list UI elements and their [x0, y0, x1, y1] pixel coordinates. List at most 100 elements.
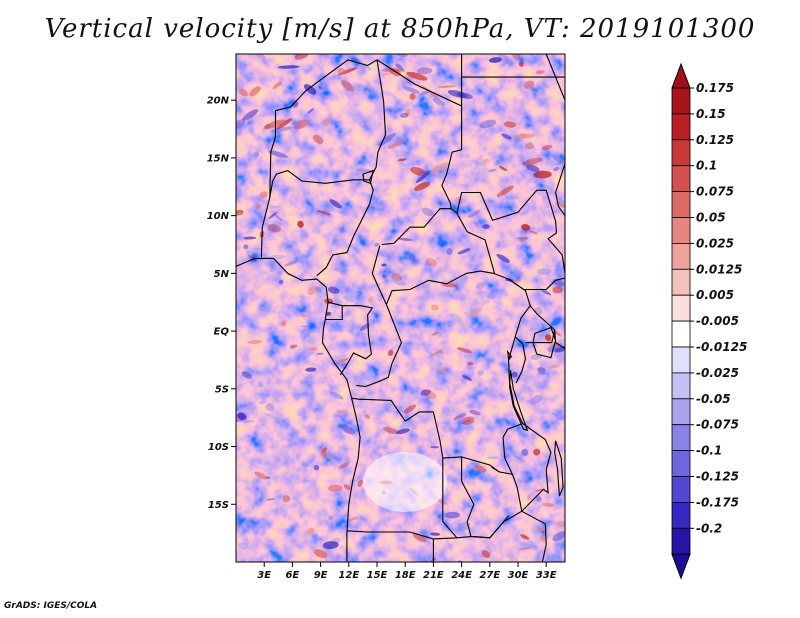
descent-feature: [488, 57, 502, 63]
descent-feature: [313, 464, 320, 471]
ascent-feature: [328, 484, 343, 492]
ascent-feature: [247, 339, 263, 345]
ascent-feature: [263, 119, 286, 130]
descent-feature: [317, 94, 329, 100]
ascent-feature: [535, 70, 545, 74]
ascent-feature: [256, 203, 262, 210]
descent-feature: [533, 189, 554, 203]
ascent-feature: [430, 304, 439, 311]
ascent-feature: [481, 550, 491, 559]
border-line: [473, 515, 510, 539]
descent-feature: [537, 268, 552, 275]
lat-tick-label: 5N: [214, 269, 230, 280]
border-line: [369, 59, 387, 181]
ascent-feature: [529, 230, 539, 235]
ascent-feature: [249, 86, 261, 97]
ascent-feature: [537, 527, 548, 532]
descent-feature: [482, 224, 490, 229]
ascent-feature: [308, 346, 318, 352]
border-line: [521, 510, 547, 562]
descent-feature: [457, 248, 471, 255]
ascent-feature: [236, 105, 240, 108]
ascent-feature: [541, 502, 555, 507]
colorbar-label: 0.05: [696, 211, 726, 225]
descent-feature: [552, 531, 565, 542]
colorbar-label: -0.2: [696, 521, 722, 535]
lat-tick-label: 10S: [208, 442, 229, 453]
border-line: [450, 189, 565, 274]
colorbar-label: 0.175: [696, 81, 734, 95]
colorbar-label: 0.025: [696, 236, 734, 250]
colorbar-segment: [671, 398, 691, 426]
descent-feature: [333, 267, 341, 272]
colorbar-segment: [671, 450, 691, 477]
ascent-feature: [552, 286, 563, 294]
colorbar-segment: [671, 139, 691, 167]
descent-feature: [457, 521, 470, 532]
descent-feature: [243, 236, 257, 240]
descent-feature: [525, 164, 540, 172]
descent-feature: [419, 89, 431, 96]
ascent-feature: [555, 521, 565, 527]
lake-outline: [554, 440, 564, 497]
descent-feature: [449, 313, 462, 323]
ascent-feature: [496, 185, 514, 197]
descent-feature: [266, 498, 276, 501]
ascent-feature: [535, 488, 543, 492]
colorbar-label: -0.075: [696, 418, 739, 432]
descent-feature: [236, 119, 246, 129]
descent-feature: [242, 109, 259, 121]
descent-feature: [521, 448, 529, 456]
calm-area: [363, 452, 447, 512]
colorbar-label: -0.0125: [696, 340, 747, 354]
lat-tick-label: 20N: [207, 96, 230, 107]
descent-feature: [469, 410, 481, 416]
descent-feature: [536, 496, 542, 502]
colorbar-label: 0.075: [696, 185, 734, 199]
ascent-feature: [397, 158, 407, 162]
descent-feature: [473, 221, 480, 228]
map-title: Vertical velocity [m/s] at 850hPa, VT: 2…: [44, 14, 756, 44]
ascent-feature: [337, 68, 347, 75]
ascent-feature: [526, 141, 533, 150]
ascent-feature: [521, 224, 531, 231]
lon-tick-label: 15E: [367, 570, 388, 581]
ascent-feature: [468, 307, 482, 318]
descent-feature: [467, 209, 481, 218]
colorbar: 0.175 0.15 0.125 0.1 0.075 0.05 0.025 0.0125 0.0…: [671, 62, 747, 580]
descent-feature: [237, 542, 249, 550]
border-line: [442, 458, 458, 539]
colorbar-segment: [671, 87, 691, 115]
colorbar-segment: [671, 191, 691, 218]
colorbar-label: 0.125: [696, 133, 734, 147]
ascent-feature: [425, 258, 438, 267]
ascent-feature: [482, 158, 490, 164]
descent-feature: [382, 273, 387, 279]
ascent-feature: [238, 88, 249, 97]
ascent-feature: [387, 140, 405, 149]
colorbar-segment: [671, 242, 691, 270]
descent-feature: [501, 133, 512, 140]
descent-feature: [341, 363, 348, 370]
descent-feature: [461, 419, 472, 425]
colorbar-segment: [671, 217, 691, 244]
descent-feature: [501, 209, 509, 215]
descent-feature: [552, 412, 562, 420]
descent-feature: [445, 511, 460, 519]
descent-feature: [409, 257, 418, 263]
descent-feature: [315, 286, 322, 293]
border-line: [376, 59, 463, 209]
descent-feature: [429, 532, 441, 536]
colorbar-segment: [671, 372, 691, 400]
descent-feature: [364, 64, 372, 71]
descent-feature: [396, 428, 410, 435]
descent-feature: [269, 205, 279, 209]
colorbar-segment: [671, 527, 691, 555]
ascent-feature: [321, 447, 328, 454]
ascent-feature: [357, 479, 363, 488]
descent-feature: [268, 211, 278, 219]
ascent-feature: [548, 364, 561, 369]
descent-feature: [359, 323, 370, 331]
ascent-feature: [236, 209, 244, 216]
